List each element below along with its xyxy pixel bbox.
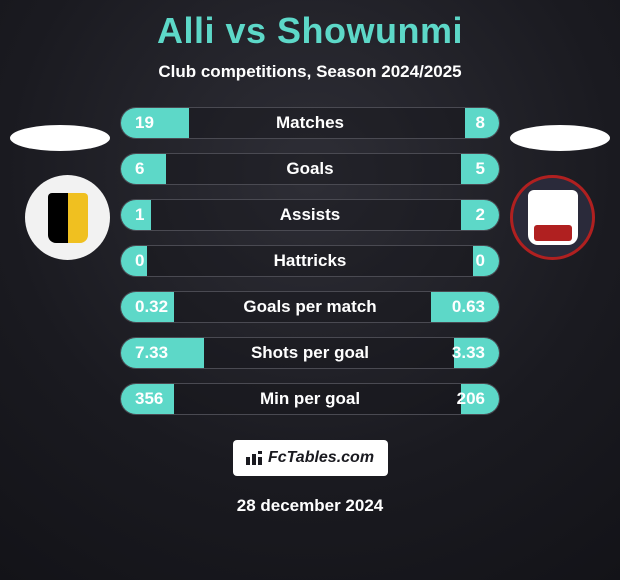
stat-value-left: 19 [135, 113, 154, 133]
stat-row: 7.33 3.33 Shots per goal [120, 337, 500, 369]
stat-label: Assists [280, 205, 340, 225]
stat-value-right: 5 [476, 159, 485, 179]
stat-value-left: 1 [135, 205, 144, 225]
stat-row: 1 2 Assists [120, 199, 500, 231]
crest-left [25, 175, 110, 260]
stat-rows: 19 8 Matches 6 5 Goals 1 2 Assists 0 0 Hattricks 0.3… [120, 107, 500, 415]
stat-label: Min per goal [260, 389, 360, 409]
stat-value-left: 6 [135, 159, 144, 179]
stat-value-left: 0 [135, 251, 144, 271]
stat-label: Shots per goal [251, 343, 369, 363]
stat-label: Goals [286, 159, 333, 179]
stat-value-right: 3.33 [452, 343, 485, 363]
stat-row: 6 5 Goals [120, 153, 500, 185]
crest-right-shield-icon [528, 190, 578, 245]
stat-value-right: 8 [476, 113, 485, 133]
stat-row: 356 206 Min per goal [120, 383, 500, 415]
stat-value-left: 7.33 [135, 343, 168, 363]
crest-right [510, 175, 595, 260]
logo-text: FcTables.com [268, 449, 374, 467]
stat-label: Matches [276, 113, 344, 133]
stat-row: 0 0 Hattricks [120, 245, 500, 277]
crest-left-shield-icon [48, 193, 88, 243]
stat-value-right: 2 [476, 205, 485, 225]
stat-value-right: 206 [457, 389, 485, 409]
stat-value-right: 0 [476, 251, 485, 271]
stat-value-right: 0.63 [452, 297, 485, 317]
stat-value-left: 356 [135, 389, 163, 409]
site-logo[interactable]: FcTables.com [233, 440, 388, 476]
comparison-card: Alli vs Showunmi Club competitions, Seas… [0, 0, 620, 580]
bar-chart-icon [246, 451, 264, 465]
stat-label: Goals per match [243, 297, 376, 317]
stat-row: 19 8 Matches [120, 107, 500, 139]
stat-row: 0.32 0.63 Goals per match [120, 291, 500, 323]
player-left-marker [10, 125, 110, 151]
player-right-marker [510, 125, 610, 151]
subtitle: Club competitions, Season 2024/2025 [158, 62, 461, 82]
snapshot-date: 28 december 2024 [237, 496, 384, 516]
page-title: Alli vs Showunmi [157, 10, 463, 52]
stat-bar-left [121, 108, 189, 138]
stat-value-left: 0.32 [135, 297, 168, 317]
stat-label: Hattricks [274, 251, 347, 271]
